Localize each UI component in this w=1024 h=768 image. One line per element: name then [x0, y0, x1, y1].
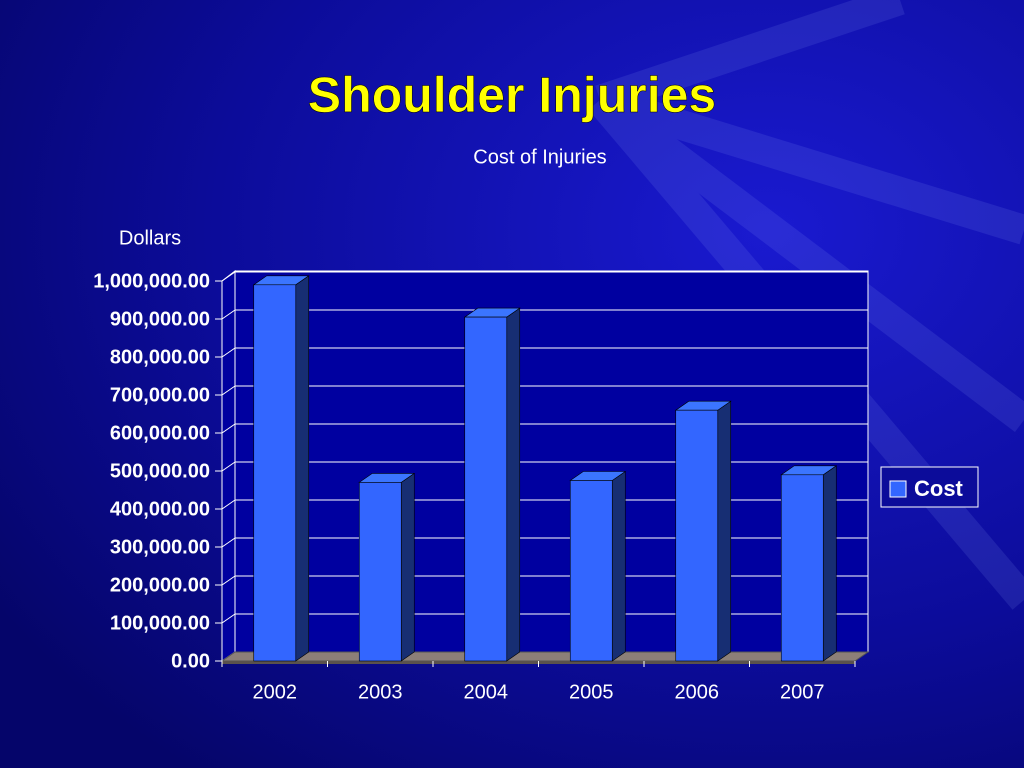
y-tick-label: 900,000.00: [110, 308, 210, 330]
x-tick-label: 2006: [675, 681, 720, 703]
grid-line-side: [221, 271, 236, 282]
y-axis-label: Dollars: [119, 227, 181, 249]
bar: [780, 474, 824, 662]
y-tick-label: 600,000.00: [110, 422, 210, 444]
bar: [253, 284, 297, 662]
bar: [358, 482, 402, 662]
bar: [675, 409, 719, 662]
bar: [464, 316, 508, 662]
floor: [220, 651, 870, 662]
bar-side: [822, 465, 837, 662]
legend-label: Cost: [914, 476, 964, 501]
grid-line-side: [221, 613, 236, 624]
y-tick-label: 300,000.00: [110, 536, 210, 558]
grid-line-side: [221, 461, 236, 472]
y-tick-label: 1,000,000.00: [93, 270, 210, 292]
bar-side: [611, 470, 626, 662]
grid-line-side: [221, 309, 236, 320]
x-tick-label: 2007: [780, 681, 825, 703]
y-tick-label: 100,000.00: [110, 612, 210, 634]
bar: [569, 480, 613, 662]
bar-side: [295, 275, 310, 662]
x-tick-label: 2004: [464, 681, 509, 703]
y-tick-label: 700,000.00: [110, 384, 210, 406]
y-tick-label: 400,000.00: [110, 498, 210, 520]
y-tick-label: 200,000.00: [110, 574, 210, 596]
grid-line-side: [221, 423, 236, 434]
grid-line-side: [221, 499, 236, 510]
bar-side: [717, 400, 732, 662]
x-tick-label: 2005: [569, 681, 614, 703]
bar-side: [400, 472, 415, 662]
slide-title: Shoulder Injuries: [308, 67, 716, 123]
x-tick-label: 2002: [253, 681, 298, 703]
x-tick-label: 2003: [358, 681, 403, 703]
y-tick-label: 800,000.00: [110, 346, 210, 368]
legend-swatch: [889, 480, 907, 498]
grid-line-side: [221, 575, 236, 586]
grid-line-side: [221, 385, 236, 396]
grid-line-side: [221, 347, 236, 358]
bar-side: [506, 307, 521, 662]
chart-subtitle: Cost of Injuries: [473, 146, 606, 168]
y-tick-label: 500,000.00: [110, 460, 210, 482]
y-tick-label: 0.00: [171, 650, 210, 672]
grid-line-side: [221, 537, 236, 548]
